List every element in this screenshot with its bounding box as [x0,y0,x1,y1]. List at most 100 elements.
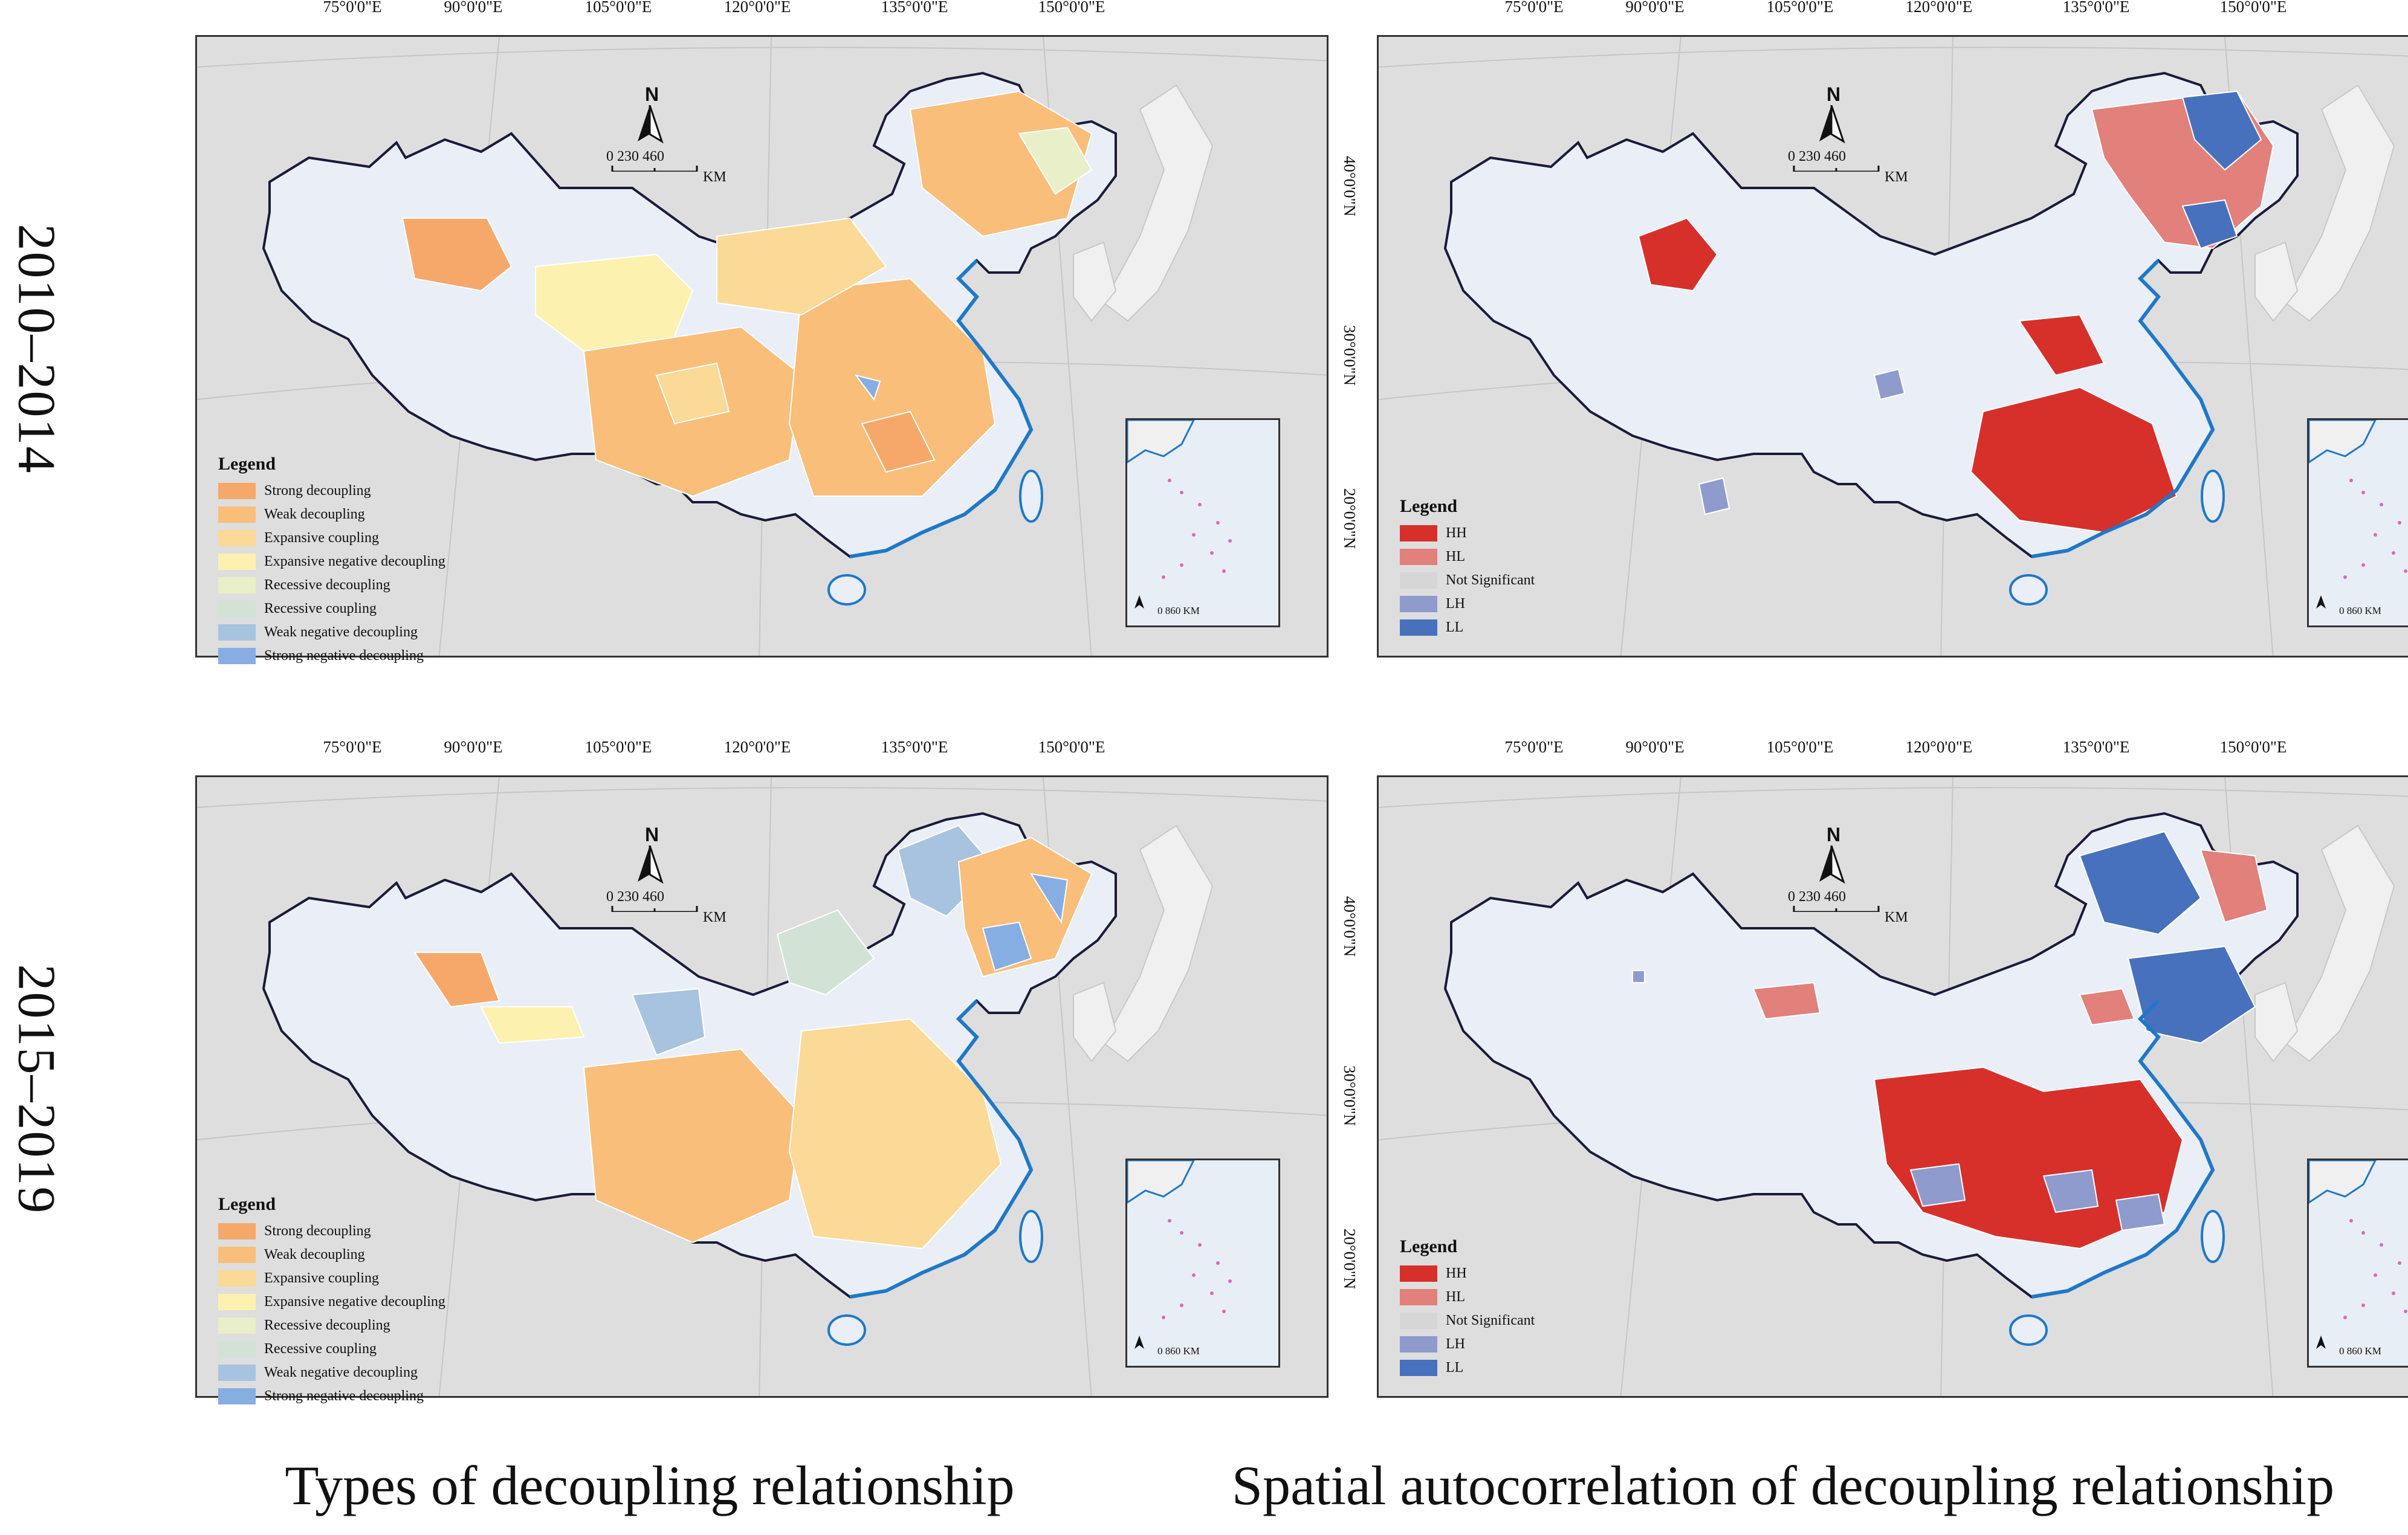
north-arrow-icon [638,105,650,141]
longitude-tick-label: 120°0'0"E [1905,738,1973,756]
map-svg [1379,37,2408,656]
inset-island [2361,491,2365,494]
north-arrow-icon [649,105,664,144]
legend-item: LL [1400,1356,1535,1380]
legend-label: Weak decoupling [264,506,365,522]
japan-landmass [2284,84,2395,322]
legend-swatch [218,554,256,570]
legend-label: Weak negative decoupling [264,1365,418,1380]
legend-item: Recessive decoupling [218,574,445,597]
legend-swatch [218,1388,256,1404]
legend-item: HH [1400,1262,1535,1285]
korea-landmass [1073,241,1117,322]
legend-item: LL [1400,616,1535,639]
inset-island [2404,1310,2407,1313]
column-label-spatial: Spatial autocorrelation of decoupling re… [1231,1455,2335,1516]
inset-island [2349,479,2353,482]
longitude-tick-label: 90°0'0"E [444,0,503,16]
legend-item: Expansive negative decoupling [218,1290,445,1314]
longitude-tick-label: 150°0'0"E [2219,0,2287,16]
legend-label: HL [1446,1289,1465,1305]
inset-island [2374,1273,2377,1277]
map-panel-types-2015: 75°0'0"E 90°0'0"E 105°0'0"E 120°0'0"E 135°0'… [195,738,1359,1404]
legend-item: Strong decoupling [218,1220,445,1243]
legend-label: Weak negative decoupling [264,624,418,640]
longitude-tick-label: 75°0'0"E [1504,738,1564,756]
graticule-line [197,787,1327,808]
inset-island [1168,479,1171,482]
graticule-line [1379,787,2408,808]
inset-coast [1126,419,1196,464]
legend-swatch [1400,1313,1437,1329]
scale-labels: 0 230 460 KM [1788,889,1908,925]
legend-swatch [1400,549,1437,565]
north-arrow-icon [1819,845,1831,882]
legend-item: Weak decoupling [218,1243,445,1267]
legend-swatch [218,648,256,664]
legend-item: LH [1400,592,1535,616]
legend-title: Legend [1400,496,1458,516]
map-svg [197,777,1327,1396]
south-china-sea-inset: 0 860 KM [2307,418,2408,627]
inset-island [1192,533,1196,537]
legend-label: HH [1446,525,1467,541]
inset-island [1180,563,1183,567]
map-svg [1379,777,2408,1396]
longitude-tick-label: 150°0'0"E [1038,738,1105,756]
longitude-ticks: 75°0'0"E 90°0'0"E 105°0'0"E 120°0'0"E 135°0'… [195,738,1329,762]
inset-island [2361,563,2365,567]
legend-title: Legend [218,454,276,474]
scale-bar [611,166,698,172]
legend-label: Strong decoupling [264,483,371,499]
north-arrow: N 0 230 460 KM [1788,824,1909,926]
legend-swatch [1400,596,1437,612]
inset-island [2343,575,2347,579]
region-strong-decoupling [861,410,936,473]
legend-label: LL [1446,1360,1464,1375]
legend-swatch [218,530,256,546]
south-china-sea-inset: 0 860 KM [1125,418,1280,627]
region-weak-decoupling [788,277,996,497]
map-legend: Legend HH HL Not Significant LH LL [1400,1235,1535,1380]
inset-island [1228,1279,1232,1283]
region-weak-decoupling [909,90,1093,238]
north-arrow-icon [649,845,664,884]
inset-island [2361,1304,2365,1307]
region-strong-negative-decoupling [982,921,1032,972]
taiwan-island [2201,1210,2225,1263]
taiwan-island [2201,470,2225,523]
longitude-tick-label: 150°0'0"E [1038,0,1105,16]
inset-island [1180,491,1183,494]
legend-item: Weak negative decoupling [218,1361,445,1385]
graticule-line [197,47,1327,68]
legend-label: Expansive coupling [264,530,379,546]
region-weak-negative-decoupling [631,987,706,1056]
region-lh [2042,1169,2099,1213]
legend-label: Expansive negative decoupling [264,1294,445,1310]
row-label-2010-2014: 2010–2014 [7,224,66,474]
map-panel-types-2010: 75°0'0"E 90°0'0"E 105°0'0"E 120°0'0"E 135°0'… [195,0,1359,664]
inset-scale: 0 860 KM [2339,1345,2381,1357]
taiwan-island [1019,1210,1043,1263]
north-arrow: N 0 230 460 KM [606,824,727,926]
legend-swatch [218,601,256,617]
legend-item: HL [1400,545,1535,569]
legend-label: Weak decoupling [264,1247,365,1262]
japan-landmass [1102,824,1214,1062]
legend-label: Recessive coupling [264,1341,377,1357]
region-strong-decoupling [401,218,513,292]
north-label: N [645,83,659,105]
longitude-tick-label: 135°0'0"E [881,738,948,756]
scale-bar [611,906,698,912]
legend-item: LH [1400,1333,1535,1356]
map-legend: Legend Strong decoupling Weak decoupling Ex… [218,452,445,668]
legend-item: Not Significant [1400,1309,1535,1333]
inset-island [2349,1219,2353,1223]
coastline [849,999,1034,1299]
legend-item: Weak negative decoupling [218,621,445,644]
legend-label: HH [1446,1265,1467,1281]
inset-island [1180,1304,1183,1307]
inset-scale: 0 860 KM [1157,605,1200,616]
legend-label: LL [1446,619,1464,635]
legend-label: Not Significant [1446,1313,1535,1328]
